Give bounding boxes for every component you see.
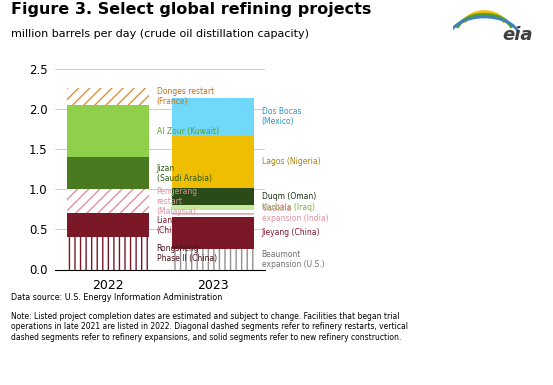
- Text: Data source: U.S. Energy Information Administration: Data source: U.S. Energy Information Adm…: [11, 293, 222, 301]
- Text: Lianyungang
(China): Lianyungang (China): [156, 216, 206, 235]
- Bar: [66, 238, 149, 270]
- Text: Visakha
expansion (India): Visakha expansion (India): [262, 204, 328, 223]
- Bar: [171, 249, 254, 270]
- Text: Pengerang
restart
(Malaysia): Pengerang restart (Malaysia): [156, 187, 198, 216]
- Bar: [66, 213, 149, 238]
- Text: Al Zour (Kuwait): Al Zour (Kuwait): [156, 127, 219, 136]
- Bar: [66, 157, 149, 189]
- Text: Rongsheng
Phase II (China): Rongsheng Phase II (China): [156, 244, 217, 263]
- Text: Note: Listed project completion dates are estimated and subject to change. Facil: Note: Listed project completion dates ar…: [11, 312, 408, 341]
- Text: Jizan
(Saudi Arabia): Jizan (Saudi Arabia): [156, 164, 212, 183]
- Bar: [171, 98, 254, 136]
- Bar: [66, 238, 149, 270]
- Text: Lagos (Nigeria): Lagos (Nigeria): [262, 157, 320, 166]
- Text: Donges restart
(France): Donges restart (France): [156, 87, 214, 106]
- Bar: [171, 217, 254, 249]
- Bar: [66, 88, 149, 105]
- Bar: [66, 88, 149, 105]
- Bar: [171, 210, 254, 217]
- Text: Dos Bocas
(Mexico): Dos Bocas (Mexico): [262, 107, 301, 127]
- Bar: [66, 105, 149, 157]
- Text: eia: eia: [502, 26, 533, 44]
- Text: Duqm (Oman): Duqm (Oman): [262, 192, 316, 201]
- Bar: [66, 189, 149, 213]
- Bar: [66, 189, 149, 213]
- Text: Karbala (Iraq): Karbala (Iraq): [262, 203, 315, 213]
- Bar: [171, 206, 254, 210]
- Text: million barrels per day (crude oil distillation capacity): million barrels per day (crude oil disti…: [11, 29, 309, 39]
- Bar: [171, 188, 254, 206]
- Bar: [171, 249, 254, 270]
- Text: Figure 3. Select global refining projects: Figure 3. Select global refining project…: [11, 2, 372, 17]
- Text: Jieyang (China): Jieyang (China): [262, 228, 320, 237]
- Text: Beaumont
expansion (U.S.): Beaumont expansion (U.S.): [262, 249, 324, 269]
- Bar: [171, 210, 254, 217]
- Bar: [171, 136, 254, 188]
